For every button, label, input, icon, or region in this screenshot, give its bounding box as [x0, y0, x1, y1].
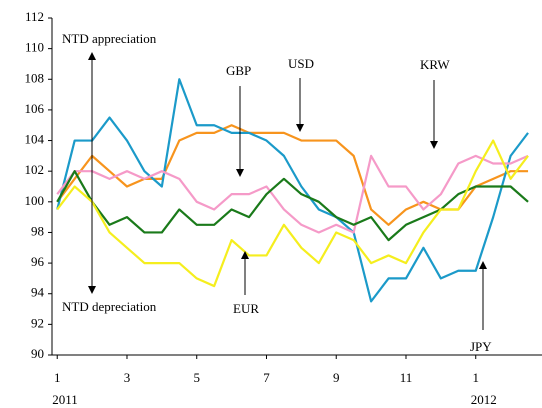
year-label: 2012: [471, 392, 497, 407]
y-tick-label: 90: [31, 346, 44, 361]
x-tick-label: 5: [193, 370, 200, 385]
y-tick-label: 100: [25, 193, 45, 208]
y-tick-label: 102: [25, 162, 45, 177]
y-tick-label: 104: [25, 132, 45, 147]
annotation: NTD depreciation: [62, 299, 157, 314]
x-tick-label: 3: [124, 370, 131, 385]
series-label: JPY: [470, 339, 492, 354]
series-line: [56, 139, 529, 288]
series-line: [56, 170, 529, 242]
series-label: GBP: [226, 63, 251, 78]
y-tick-label: 110: [25, 40, 44, 55]
year-label: 2011: [52, 392, 78, 407]
y-tick-label: 96: [31, 254, 45, 269]
x-tick-label: 1: [54, 370, 61, 385]
y-tick-label: 92: [31, 315, 44, 330]
series-line: [56, 78, 529, 303]
series-line: [56, 154, 529, 234]
y-tick-label: 94: [31, 285, 45, 300]
y-tick-label: 108: [25, 70, 45, 85]
x-tick-label: 9: [333, 370, 340, 385]
annotation: NTD appreciation: [62, 31, 157, 46]
series-label: KRW: [420, 57, 450, 72]
x-tick-label: 7: [263, 370, 270, 385]
series-label: USD: [288, 56, 314, 71]
x-tick-label: 1: [472, 370, 479, 385]
y-tick-label: 106: [25, 101, 45, 116]
series-label: EUR: [233, 301, 259, 316]
y-tick-label: 98: [31, 223, 44, 238]
x-tick-label: 11: [400, 370, 413, 385]
y-tick-label: 112: [25, 9, 44, 24]
